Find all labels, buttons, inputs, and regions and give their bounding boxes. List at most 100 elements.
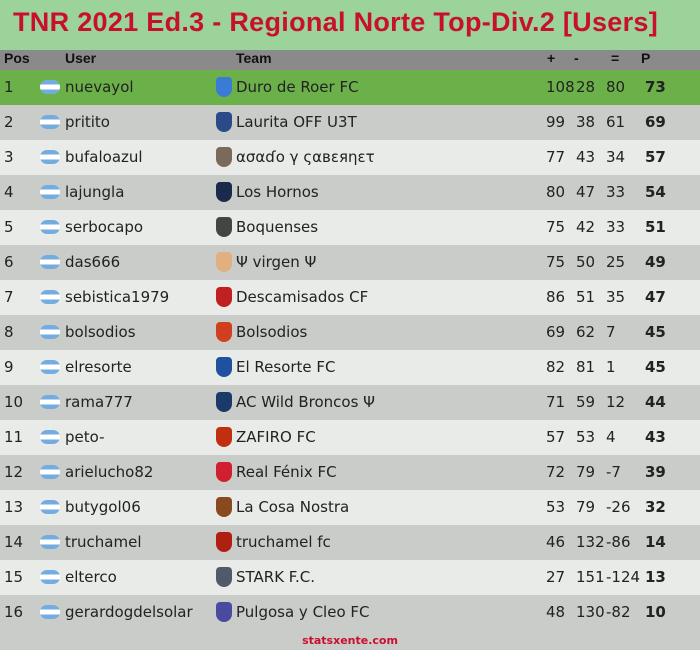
diff-cell: 12 (606, 393, 626, 411)
team-cell[interactable]: STARK F.C. (236, 568, 316, 586)
team-crest-icon (216, 287, 232, 307)
pos-cell: 15 (4, 568, 24, 586)
user-cell[interactable]: truchamel (65, 533, 142, 551)
table-row[interactable]: 11 peto- ZAFIRO FC 57 53 4 43 (0, 420, 700, 455)
argentina-flag-icon (40, 535, 60, 549)
table-row[interactable]: 16 gerardogdelsolar Pulgosa y Cleo FC 48 130… (0, 595, 700, 630)
diff-cell: -124 (606, 568, 641, 586)
team-cell[interactable]: Los Hornos (236, 183, 319, 201)
team-crest-icon (216, 217, 232, 237)
header-team: Team (236, 50, 272, 66)
team-crest-icon (216, 532, 232, 552)
user-cell[interactable]: pritito (65, 113, 110, 131)
table-row[interactable]: 10 rama777 AC Wild Broncos Ψ 71 59 12 44 (0, 385, 700, 420)
table-row[interactable]: 13 butygol06 La Cosa Nostra 53 79 -26 32 (0, 490, 700, 525)
pos-cell: 11 (4, 428, 24, 446)
argentina-flag-icon (40, 465, 60, 479)
team-crest-icon (216, 497, 232, 517)
argentina-flag-icon (40, 255, 60, 269)
team-crest-icon (216, 567, 232, 587)
user-cell[interactable]: butygol06 (65, 498, 141, 516)
pos-cell: 13 (4, 498, 24, 516)
table-row[interactable]: 6 das666 Ψ virgen Ψ 75 50 25 49 (0, 245, 700, 280)
table-row[interactable]: 8 bolsodios Bolsodios 69 62 7 45 (0, 315, 700, 350)
table-row[interactable]: 2 pritito Laurita OFF U3T 99 38 61 69 (0, 105, 700, 140)
pos-cell: 5 (4, 218, 14, 236)
diff-cell: 4 (606, 428, 616, 446)
footer-link[interactable]: statsxente.com (302, 634, 398, 647)
team-crest-icon (216, 147, 232, 167)
diff-cell: 80 (606, 78, 626, 96)
points-cell: 51 (645, 218, 666, 236)
user-cell[interactable]: bufaloazul (65, 148, 143, 166)
minus-cell: 151 (576, 568, 605, 586)
user-cell[interactable]: rama777 (65, 393, 133, 411)
plus-cell: 75 (546, 218, 566, 236)
user-cell[interactable]: elterco (65, 568, 117, 586)
plus-cell: 48 (546, 603, 566, 621)
points-cell: 13 (645, 568, 666, 586)
team-cell[interactable]: ασαɗο γ ςαвεяηετ (236, 148, 375, 166)
diff-cell: 1 (606, 358, 616, 376)
table-row[interactable]: 12 arielucho82 Real Fénix FC 72 79 -7 39 (0, 455, 700, 490)
plus-cell: 46 (546, 533, 566, 551)
argentina-flag-icon (40, 395, 60, 409)
user-cell[interactable]: bolsodios (65, 323, 136, 341)
team-cell[interactable]: AC Wild Broncos Ψ (236, 393, 375, 411)
table-row[interactable]: 9 elresorte El Resorte FC 82 81 1 45 (0, 350, 700, 385)
pos-cell: 10 (4, 393, 24, 411)
team-cell[interactable]: ZAFIRO FC (236, 428, 316, 446)
points-cell: 32 (645, 498, 666, 516)
team-cell[interactable]: truchamel fc (236, 533, 331, 551)
team-cell[interactable]: Boquenses (236, 218, 319, 236)
table-row[interactable]: 3 bufaloazul ασαɗο γ ςαвεяηετ 77 43 34 57 (0, 140, 700, 175)
diff-cell: -26 (606, 498, 631, 516)
points-cell: 57 (645, 148, 666, 166)
team-cell[interactable]: Bolsodios (236, 323, 308, 341)
pos-cell: 8 (4, 323, 14, 341)
team-crest-icon (216, 322, 232, 342)
user-cell[interactable]: gerardogdelsolar (65, 603, 193, 621)
table-row[interactable]: 5 serbocapo Boquenses 75 42 33 51 (0, 210, 700, 245)
argentina-flag-icon (40, 150, 60, 164)
pos-cell: 14 (4, 533, 24, 551)
diff-cell: 33 (606, 218, 626, 236)
table-row[interactable]: 14 truchamel truchamel fc 46 132 -86 14 (0, 525, 700, 560)
user-cell[interactable]: lajungla (65, 183, 125, 201)
table-row[interactable]: 15 elterco STARK F.C. 27 151 -124 13 (0, 560, 700, 595)
plus-cell: 72 (546, 463, 566, 481)
minus-cell: 38 (576, 113, 596, 131)
table-row[interactable]: 4 lajungla Los Hornos 80 47 33 54 (0, 175, 700, 210)
plus-cell: 99 (546, 113, 566, 131)
plus-cell: 86 (546, 288, 566, 306)
team-cell[interactable]: Duro de Roer FC (236, 78, 359, 96)
user-cell[interactable]: elresorte (65, 358, 132, 376)
team-cell[interactable]: Ψ virgen Ψ (236, 253, 317, 271)
user-cell[interactable]: sebistica1979 (65, 288, 170, 306)
user-cell[interactable]: serbocapo (65, 218, 144, 236)
minus-cell: 132 (576, 533, 605, 551)
team-cell[interactable]: Real Fénix FC (236, 463, 337, 481)
team-cell[interactable]: Pulgosa y Cleo FC (236, 603, 370, 621)
team-cell[interactable]: Laurita OFF U3T (236, 113, 357, 131)
team-cell[interactable]: Descamisados CF (236, 288, 369, 306)
user-cell[interactable]: nuevayol (65, 78, 134, 96)
plus-cell: 82 (546, 358, 566, 376)
user-cell[interactable]: arielucho82 (65, 463, 154, 481)
user-cell[interactable]: peto- (65, 428, 105, 446)
points-cell: 10 (645, 603, 666, 621)
argentina-flag-icon (40, 500, 60, 514)
team-cell[interactable]: El Resorte FC (236, 358, 336, 376)
header-user: User (65, 50, 97, 66)
pos-cell: 2 (4, 113, 14, 131)
minus-cell: 59 (576, 393, 596, 411)
team-cell[interactable]: La Cosa Nostra (236, 498, 350, 516)
header-points: P (641, 50, 651, 66)
table-row[interactable]: 7 sebistica1979 Descamisados CF 86 51 35 47 (0, 280, 700, 315)
diff-cell: 61 (606, 113, 626, 131)
user-cell[interactable]: das666 (65, 253, 121, 271)
points-cell: 14 (645, 533, 666, 551)
table-row[interactable]: 1 nuevayol Duro de Roer FC 108 28 80 73 (0, 70, 700, 105)
team-crest-icon (216, 77, 232, 97)
minus-cell: 47 (576, 183, 596, 201)
